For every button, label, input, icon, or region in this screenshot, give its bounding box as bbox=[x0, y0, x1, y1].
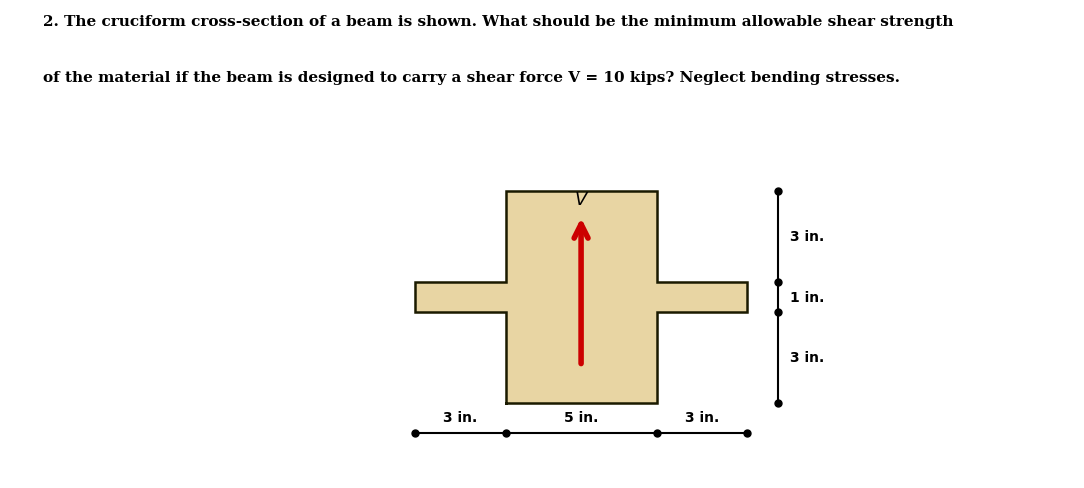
Text: 1 in.: 1 in. bbox=[789, 290, 824, 304]
Text: 2. The cruciform cross-section of a beam is shown. What should be the minimum al: 2. The cruciform cross-section of a beam… bbox=[43, 15, 954, 29]
Text: 3 in.: 3 in. bbox=[685, 410, 719, 424]
Polygon shape bbox=[415, 192, 747, 403]
Text: of the material if the beam is designed to carry a shear force V = 10 kips? Negl: of the material if the beam is designed … bbox=[43, 71, 901, 85]
Text: V: V bbox=[575, 190, 588, 208]
Text: 3 in.: 3 in. bbox=[443, 410, 477, 424]
Text: 5 in.: 5 in. bbox=[564, 410, 598, 424]
Text: 3 in.: 3 in. bbox=[789, 350, 824, 365]
Text: 3 in.: 3 in. bbox=[789, 230, 824, 244]
